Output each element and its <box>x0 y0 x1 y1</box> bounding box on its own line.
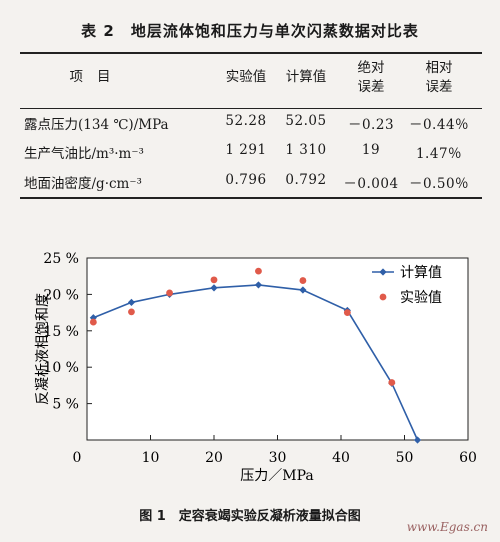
legend-experimental-marker <box>379 293 387 301</box>
experimental-point <box>89 318 97 326</box>
y-axis-title: 反凝析液相饱和度 <box>35 293 51 405</box>
header-item: 项目 <box>69 69 125 85</box>
experimental-point <box>343 309 351 316</box>
row-dew-point-rel-error: －0.44％ <box>408 117 470 133</box>
table-top-rule <box>20 52 482 54</box>
row-gor-abs-error: 19 <box>361 142 381 158</box>
row-gor-rel-error: 1.47％ <box>415 146 463 162</box>
x-tick-label: 40 <box>332 450 350 466</box>
header-rel-error-l1: 相对 <box>425 60 453 76</box>
x-tick-label: 30 <box>269 450 287 466</box>
row-label-oil-density: 地面油密度/g·cm⁻³ <box>24 176 142 192</box>
header-abs-error-l1: 绝对 <box>357 60 385 76</box>
row-gor-calculated: 1 310 <box>285 142 327 158</box>
experimental-point <box>299 277 307 284</box>
row-gor-experimental: 1 291 <box>225 142 267 158</box>
experimental-point <box>388 379 396 386</box>
table-header-rule <box>20 108 482 109</box>
experimental-point <box>210 276 218 284</box>
x-tick-label: 50 <box>396 450 414 466</box>
y-tick-label: 10 % <box>43 360 79 376</box>
experimental-point <box>166 289 173 297</box>
row-density-rel-error: －0.50％ <box>408 176 470 192</box>
header-abs-error-l2: 误差 <box>357 79 385 95</box>
y-tick-label: 20 % <box>43 287 79 303</box>
saturation-chart: 5 % 10 % 15 % 20 % 25 % 0 10 20 30 40 50 60 压力／MPa 反凝… <box>35 251 477 484</box>
y-tick-label: 5 % <box>52 397 79 413</box>
calculated-point <box>413 436 422 444</box>
row-density-abs-error: －0.004 <box>343 176 399 192</box>
row-density-calculated: 0.792 <box>285 172 327 188</box>
header-experimental: 实验值 <box>225 69 267 85</box>
row-label-dew-point: 露点压力(134 ℃)/MPa <box>24 117 169 133</box>
legend-calculated-marker <box>379 268 387 276</box>
experimental-point <box>255 267 262 275</box>
x-tick-label: 0 <box>73 450 82 466</box>
x-tick-label: 20 <box>205 450 223 466</box>
legend-experimental-label: 实验值 <box>400 290 442 306</box>
row-dew-point-calculated: 52.05 <box>285 113 327 129</box>
x-axis-title: 压力／MPa <box>240 468 313 484</box>
row-dew-point-experimental: 52.28 <box>225 113 267 129</box>
table-caption: 表 2 地层流体饱和压力与单次闪蒸数据对比表 <box>81 22 419 40</box>
watermark: www.Egas.cn <box>406 520 488 534</box>
plot-frame <box>86 257 469 441</box>
experimental-point <box>128 308 135 316</box>
header-calculated: 计算值 <box>285 69 327 85</box>
row-label-gor: 生产气油比/m³·m⁻³ <box>24 146 144 162</box>
legend-calculated-label: 计算值 <box>400 265 442 281</box>
row-density-experimental: 0.796 <box>225 172 267 188</box>
figure-caption: 图 1 定容衰竭实验反凝析液量拟合图 <box>139 509 361 524</box>
x-tick-label: 10 <box>142 450 160 466</box>
y-tick-label: 15 % <box>43 324 79 340</box>
row-dew-point-abs-error: －0.23 <box>347 117 395 133</box>
y-tick-label: 25 % <box>43 251 79 267</box>
x-tick-label: 60 <box>459 450 477 466</box>
header-rel-error-l2: 误差 <box>425 79 453 95</box>
calculated-point <box>299 286 307 294</box>
table-bottom-rule <box>20 197 482 199</box>
